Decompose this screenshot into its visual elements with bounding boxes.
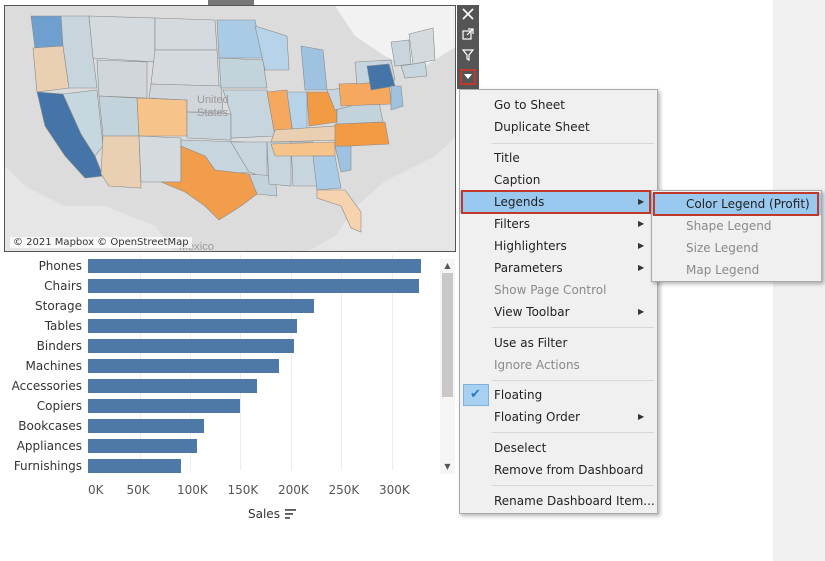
menu-item-ignore-actions: Ignore Actions [494, 358, 580, 372]
menu-separator [492, 432, 654, 433]
x-tick-label: 300K [379, 483, 410, 497]
bar[interactable] [88, 299, 314, 313]
submenu-item-map-legend: Map Legend [686, 263, 760, 277]
scroll-up-icon[interactable]: ▲ [444, 261, 451, 270]
x-tick-label: 0K [88, 483, 104, 497]
menu-item-legends[interactable]: Legends ▶ [460, 191, 657, 213]
category-label[interactable]: Chairs [44, 279, 82, 293]
menu-item-duplicate-sheet[interactable]: Duplicate Sheet [494, 120, 590, 134]
menu-item-deselect[interactable]: Deselect [494, 441, 547, 455]
bar[interactable] [88, 439, 197, 453]
grid-line [392, 255, 393, 470]
menu-item-go-to-sheet[interactable]: Go to Sheet [494, 98, 566, 112]
color-legend-highlight-box [653, 192, 819, 216]
category-label[interactable]: Phones [38, 259, 82, 273]
bar[interactable] [88, 399, 240, 413]
menu-item-title[interactable]: Title [494, 151, 520, 165]
item-toolbar [457, 5, 479, 89]
map-label-states: States [197, 107, 229, 119]
more-options-highlight [460, 69, 476, 85]
checkmark-background [463, 384, 489, 406]
menu-item-filters[interactable]: Filters ▶ [460, 213, 657, 235]
x-tick-label: 200K [278, 483, 309, 497]
menu-item-view-toolbar[interactable]: View Toolbar ▶ [460, 301, 657, 323]
menu-item-rename-dashboard-item[interactable]: Rename Dashboard Item... [494, 494, 655, 508]
submenu-item-shape-legend: Shape Legend [686, 219, 772, 233]
submenu-arrow-icon: ▶ [638, 197, 645, 206]
bar[interactable] [88, 279, 419, 293]
menu-item-caption[interactable]: Caption [494, 173, 541, 187]
scrollbar-thumb[interactable] [442, 273, 453, 397]
close-icon[interactable] [457, 5, 479, 25]
grid-line [341, 255, 342, 470]
bar[interactable] [88, 379, 257, 393]
profit-map[interactable]: United States Mexico © 2021 Mapbox © Ope… [4, 5, 456, 252]
menu-item-highlighters[interactable]: Highlighters ▶ [460, 235, 657, 257]
submenu-arrow-icon: ▶ [638, 219, 645, 228]
sort-icon[interactable] [284, 508, 298, 520]
menu-item-floating-order[interactable]: Floating Order ▶ [460, 406, 657, 428]
grid-line [291, 255, 292, 470]
menu-item-show-page-control: Show Page Control [494, 283, 607, 297]
menu-item-use-as-filter[interactable]: Use as Filter [494, 336, 568, 350]
map-label-united: United [197, 94, 229, 106]
category-label[interactable]: Appliances [16, 439, 82, 453]
category-label[interactable]: Tables [44, 319, 82, 333]
bar[interactable] [88, 259, 421, 273]
submenu-arrow-icon: ▶ [638, 263, 645, 272]
dropdown-icon[interactable] [457, 68, 479, 88]
vertical-scrollbar[interactable]: ▲ ▼ [440, 259, 455, 474]
checkmark-icon: ✔ [470, 387, 481, 402]
menu-item-remove-from-dashboard[interactable]: Remove from Dashboard [494, 463, 644, 477]
context-menu: Go to Sheet Duplicate Sheet Title Captio… [459, 89, 658, 514]
external-link-icon[interactable] [457, 25, 479, 45]
scroll-down-icon[interactable]: ▼ [444, 462, 451, 471]
menu-separator [492, 380, 654, 381]
category-label[interactable]: Bookcases [18, 419, 82, 433]
submenu-item-color-legend[interactable]: Color Legend (Profit) [652, 193, 821, 215]
submenu-arrow-icon: ▶ [638, 412, 645, 421]
us-states-map[interactable]: United States Mexico [5, 6, 456, 252]
menu-separator [492, 327, 654, 328]
submenu-arrow-icon: ▶ [638, 241, 645, 250]
menu-item-parameters[interactable]: Parameters ▶ [460, 257, 657, 279]
category-label[interactable]: Copiers [36, 399, 82, 413]
sales-bar-chart[interactable]: Sales Phones Chairs Storage Tables Binders Ma… [0, 255, 460, 555]
legends-highlight-box [461, 190, 651, 214]
bar[interactable] [88, 459, 181, 473]
map-label-mexico: Mexico [179, 241, 214, 252]
x-tick-label: 250K [328, 483, 360, 497]
bar[interactable] [88, 359, 279, 373]
menu-separator [492, 485, 654, 486]
menu-item-floating[interactable]: ✔ Floating [460, 384, 657, 406]
x-tick-label: 150K [227, 483, 259, 497]
bar[interactable] [88, 319, 297, 333]
menu-separator [492, 143, 654, 144]
x-tick-label: 100K [177, 483, 208, 497]
map-attribution[interactable]: © 2021 Mapbox © OpenStreetMap [10, 237, 192, 248]
drag-handle[interactable] [208, 0, 254, 5]
category-label[interactable]: Accessories [11, 379, 82, 393]
category-label[interactable]: Binders [36, 339, 82, 353]
filter-icon[interactable] [457, 46, 479, 66]
bar[interactable] [88, 339, 294, 353]
category-label[interactable]: Storage [35, 299, 82, 313]
submenu-item-size-legend: Size Legend [686, 241, 759, 255]
category-label[interactable]: Machines [25, 359, 82, 373]
x-tick-label: 50K [126, 483, 150, 497]
bar[interactable] [88, 419, 204, 433]
submenu-arrow-icon: ▶ [638, 307, 645, 316]
x-axis-title[interactable]: Sales [248, 507, 280, 521]
category-label[interactable]: Furnishings [13, 459, 82, 473]
legends-submenu: Color Legend (Profit) Shape Legend Size … [651, 190, 822, 282]
